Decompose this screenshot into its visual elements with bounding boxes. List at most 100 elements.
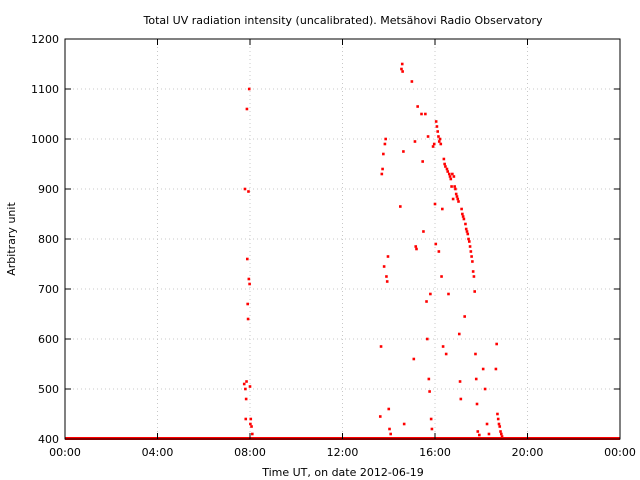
data-point [382,265,386,268]
data-point [429,417,433,421]
data-point [495,342,498,346]
data-point [454,187,457,191]
data-point [472,275,476,278]
data-point [443,162,446,166]
data-point [496,417,500,421]
data-point [246,317,250,321]
data-point [250,425,253,428]
data-point [456,197,460,201]
data-point [485,422,489,426]
data-point [469,250,473,253]
data-point [437,140,441,143]
data-point [465,230,469,233]
data-point [478,433,481,437]
data-point [244,417,248,421]
data-point [385,275,388,278]
x-tick-label: 16:00 [419,446,451,459]
data-point [245,380,248,383]
data-point [248,282,251,286]
data-point [387,407,391,411]
data-point [468,240,471,243]
data-point [455,195,459,198]
data-point [453,185,456,188]
data-point [247,277,251,281]
y-axis-ticks: 400 500 600 700 800 900 1000 1100 1200 [31,33,620,446]
data-point [424,112,427,116]
data-point [420,112,423,116]
data-point [476,430,480,433]
data-point [242,382,246,386]
data-point [430,427,434,431]
data-point [425,300,428,303]
data-point [450,185,453,188]
y-tick-label: 800 [38,233,59,246]
data-point [427,377,431,381]
data-point [389,432,392,436]
data-point [416,105,419,108]
data-point [244,387,247,391]
data-point [421,160,424,163]
data-point [497,422,501,426]
x-axis-ticks: 00:00 04:00 08:00 12:00 16:00 20:00 00:00 [49,39,636,459]
data-point [415,247,418,251]
data-point [249,417,253,421]
data-point [380,172,384,176]
data-point [385,280,389,283]
data-point [459,397,463,401]
data-point [483,387,487,391]
data-point [471,270,475,273]
data-point [425,337,429,341]
data-point [382,152,385,156]
data-point [243,187,247,191]
data-point [473,290,476,293]
data-point [464,222,467,226]
data-point [446,170,450,173]
data-point [388,427,391,431]
y-tick-label: 1000 [31,133,59,146]
data-point [467,237,470,241]
data-point [402,150,405,153]
data-point [383,142,387,146]
data-point [458,380,462,383]
y-tick-label: 400 [38,433,59,446]
data-point [441,207,444,211]
data-point [447,292,450,296]
data-point [462,217,466,221]
data-point [248,385,252,388]
data-point [487,432,491,436]
data-point [468,245,472,248]
x-tick-label: 12:00 [327,446,359,459]
data-point [463,315,466,318]
data-point [464,227,468,231]
data-point [413,140,417,143]
y-axis-label: Arbitrary unit [5,202,18,276]
data-point [494,367,498,371]
data-point [381,167,384,171]
data-point [429,292,432,296]
data-point [400,67,403,71]
y-tick-label: 700 [38,283,59,296]
data-point [451,197,455,201]
data-point [454,192,458,196]
data-point [474,352,477,356]
data-point [444,352,448,356]
data-point [422,230,425,233]
x-tick-label: 08:00 [234,446,266,459]
data-point [412,357,416,361]
data-point [445,167,449,171]
data-point [457,200,460,203]
data-point [440,275,443,278]
data-point [438,137,442,141]
data-point [436,130,439,133]
data-point [496,412,499,416]
data-point [498,425,502,428]
data-point [461,215,465,218]
data-point [481,367,485,371]
y-tick-label: 600 [38,333,59,346]
data-point [500,435,504,438]
data-point [433,202,437,206]
y-tick-label: 900 [38,183,59,196]
data-point [246,302,249,306]
data-point [247,190,250,193]
